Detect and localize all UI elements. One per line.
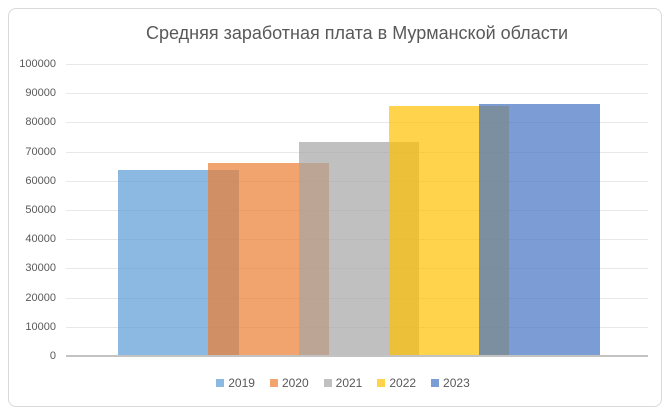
plot-area [66,64,648,356]
y-tick-label-20000: 20000 [25,291,56,304]
legend-label-2019: 2019 [228,376,255,390]
legend-label-2021: 2021 [335,376,363,390]
y-tick-label-40000: 40000 [25,233,56,246]
gridline-90000 [66,93,648,95]
legend-label-2022: 2022 [389,376,417,390]
bar-2023 [479,103,600,356]
y-tick-label-0: 0 [49,350,56,362]
legend-item-2019: 2019 [216,377,255,389]
legend-item-2023: 2023 [431,377,470,389]
legend-marker-2019 [216,379,225,387]
gridline-80000 [66,122,648,124]
legend-label-2020: 2020 [281,376,309,390]
y-tick-label-100000: 100000 [19,58,56,70]
y-tick-label-90000: 90000 [25,87,56,100]
y-tick-label-80000: 80000 [25,116,56,129]
gridline-100000 [66,64,648,65]
chart-title: Средняя заработная плата в Мурманской об… [146,23,568,43]
legend-marker-2023 [431,379,440,387]
y-tick-label-30000: 30000 [25,262,56,275]
y-tick-label-50000: 50000 [25,204,56,216]
legend-item-2022: 2022 [377,377,416,389]
legend-item-2021: 2021 [323,376,363,390]
x-axis-line [66,355,648,357]
legend-marker-2022 [377,379,386,387]
legend-marker-2021 [323,379,332,387]
legend: 2019 2020 2021 2022 2023 [52,377,634,389]
chart-frame: Средняя заработная плата в Мурманской об… [8,8,662,407]
legend-item-2020: 2020 [269,376,309,390]
y-tick-label-70000: 70000 [25,145,56,158]
y-tick-label-60000: 60000 [25,174,56,187]
y-tick-label-10000: 10000 [25,320,56,333]
legend-label-2023: 2023 [443,376,470,390]
legend-marker-2020 [269,379,278,387]
